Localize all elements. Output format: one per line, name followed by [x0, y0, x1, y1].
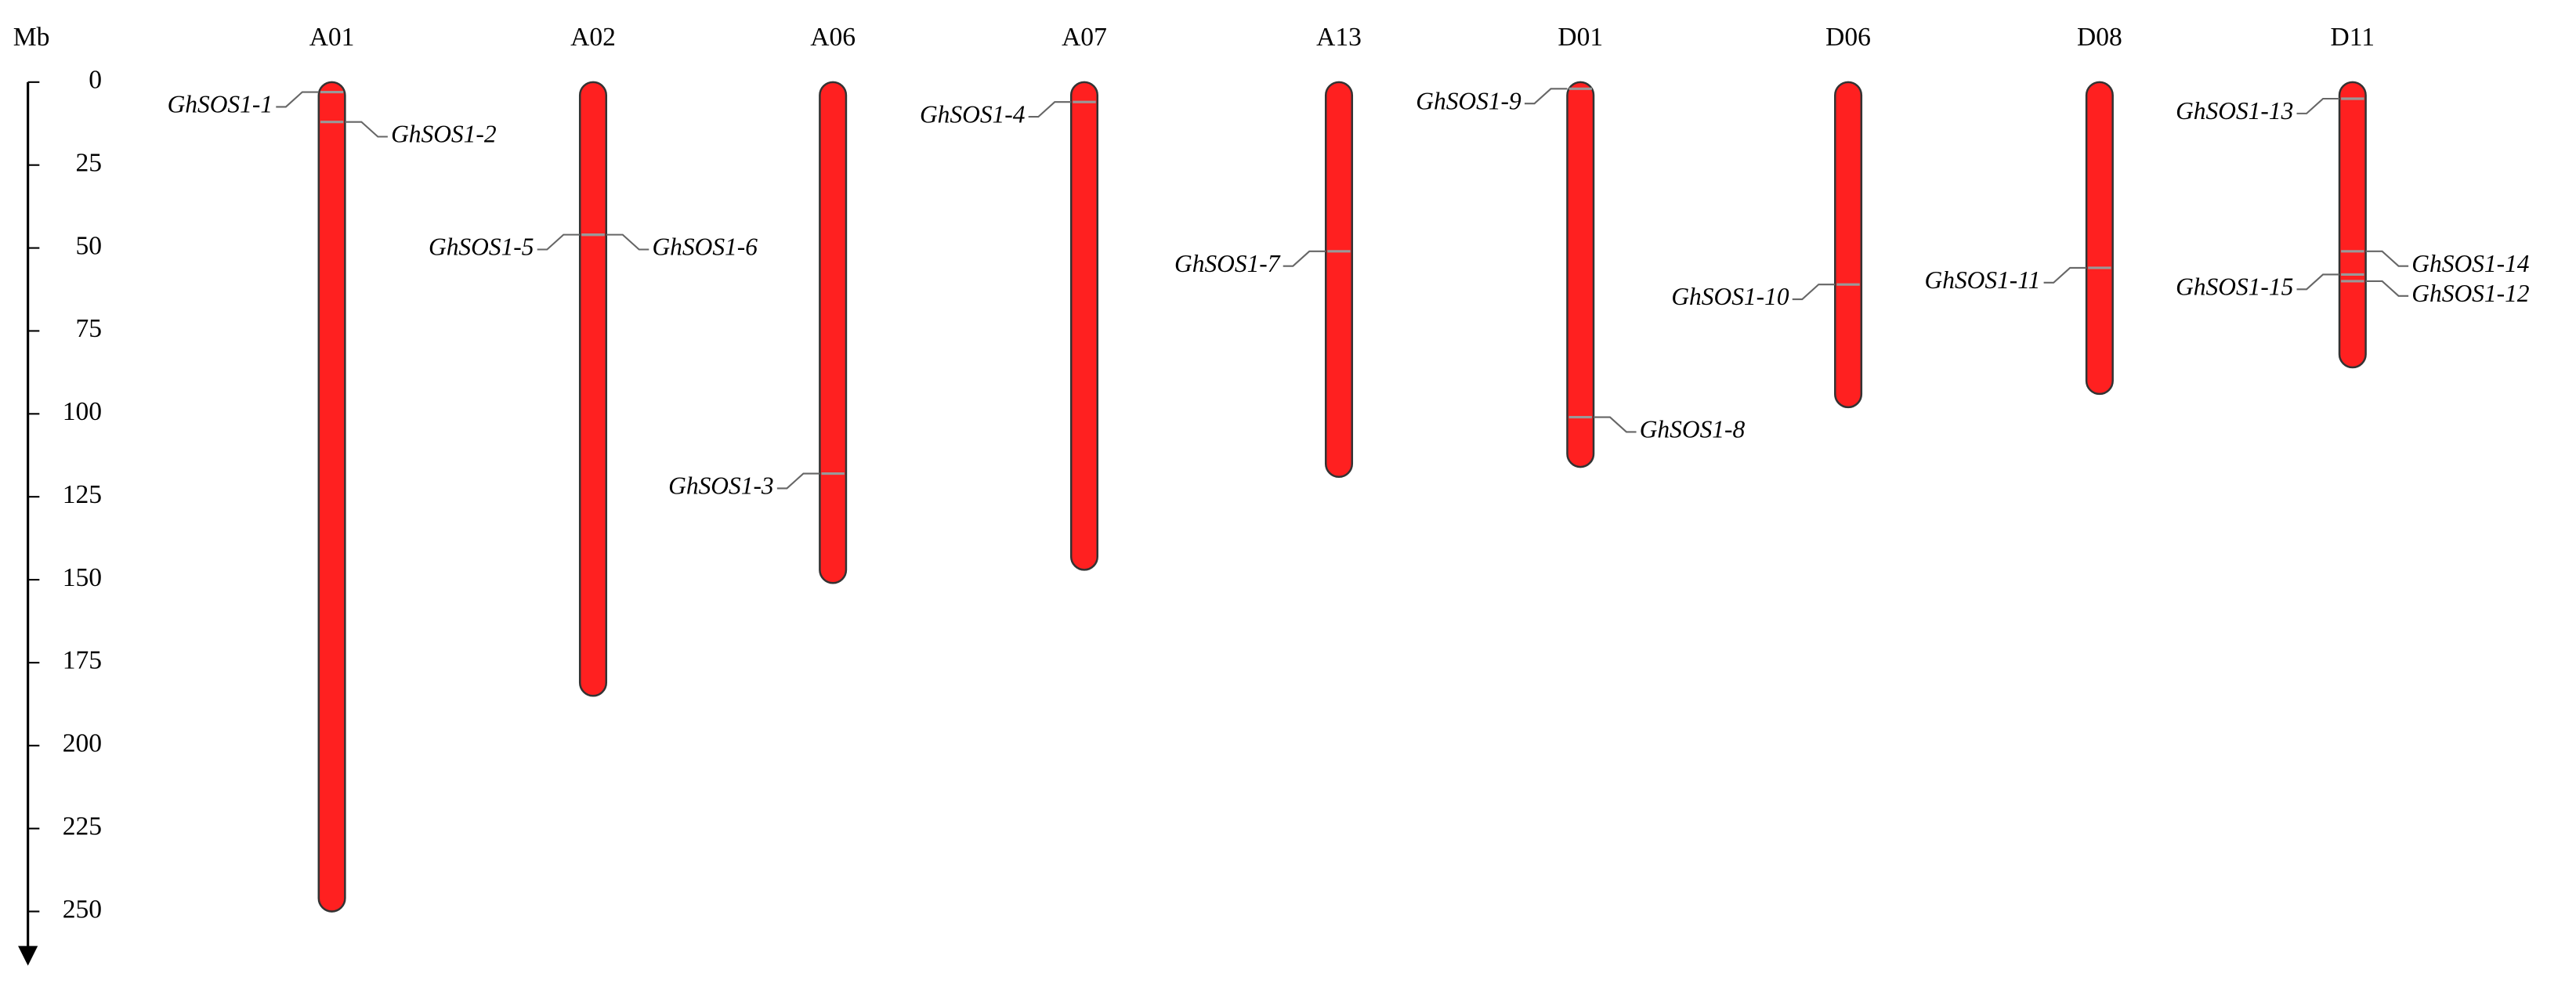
gene-label: GhSOS1-10: [1671, 283, 1789, 310]
chromosome: [1566, 81, 1595, 468]
leader-line: [1594, 416, 1637, 433]
y-tick-label: 175: [63, 646, 102, 675]
chromosome-name: D11: [2331, 23, 2375, 52]
leader-line: [2296, 273, 2340, 291]
chromosome-name: D01: [1558, 23, 1603, 52]
chromosome-name: A13: [1316, 23, 1362, 52]
gene-label: GhSOS1-13: [2176, 97, 2293, 125]
leader-line: [1028, 101, 1072, 118]
y-tick-label: 25: [75, 148, 102, 177]
leader-line: [537, 233, 581, 251]
gene-label: GhSOS1-15: [2176, 273, 2293, 301]
gene-label: GhSOS1-7: [1174, 250, 1281, 277]
leader-line: [2043, 266, 2087, 284]
leader-line: [1283, 250, 1326, 267]
leader-line: [606, 233, 649, 251]
leader-line: [1792, 284, 1836, 301]
leader-line: [345, 121, 388, 138]
gene-label: GhSOS1-1: [168, 91, 273, 118]
leader-line: [2365, 280, 2409, 297]
axis-unit: Mb: [13, 23, 50, 52]
chromosome-name: A01: [309, 23, 355, 52]
axis-arrow: [18, 945, 38, 966]
chromosome: [1834, 81, 1863, 409]
y-tick-label: 250: [63, 895, 102, 924]
gene-label: GhSOS1-3: [668, 472, 773, 500]
y-tick-label: 150: [63, 563, 102, 592]
chromosome: [1069, 81, 1099, 571]
gene-label: GhSOS1-8: [1640, 416, 1746, 443]
chromosome-name: A02: [570, 23, 616, 52]
chromosome: [578, 81, 608, 697]
gene-label: GhSOS1-11: [1925, 266, 2041, 294]
chromosome-name: D08: [2077, 23, 2122, 52]
y-tick-label: 0: [89, 66, 102, 95]
y-tick-label: 125: [63, 480, 102, 509]
leader-line: [2296, 97, 2340, 114]
chromosome: [2338, 81, 2367, 369]
chromosome: [1324, 81, 1354, 479]
chromosome-name: D06: [1825, 23, 1871, 52]
leader-line: [276, 91, 319, 108]
gene-label: GhSOS1-9: [1416, 87, 1521, 114]
chromosome: [819, 81, 848, 584]
y-tick-label: 100: [63, 397, 102, 426]
leader-line: [1524, 88, 1568, 105]
leader-line: [776, 472, 820, 490]
gene-label: GhSOS1-6: [652, 233, 758, 261]
leader-line: [2365, 250, 2409, 267]
chromosome-name: A06: [810, 23, 856, 52]
gene-label: GhSOS1-2: [391, 121, 497, 148]
gene-label: GhSOS1-12: [2411, 280, 2529, 307]
y-tick-label: 50: [75, 231, 102, 260]
y-tick-label: 75: [75, 314, 102, 343]
y-tick-label: 200: [63, 729, 102, 758]
gene-label: GhSOS1-5: [429, 233, 534, 261]
chromosome: [317, 81, 346, 913]
chromosome: [2085, 81, 2114, 396]
gene-label: GhSOS1-14: [2411, 250, 2529, 277]
gene-label: GhSOS1-4: [920, 100, 1026, 128]
y-tick-label: 225: [63, 812, 102, 841]
chromosome-name: A07: [1062, 23, 1107, 52]
